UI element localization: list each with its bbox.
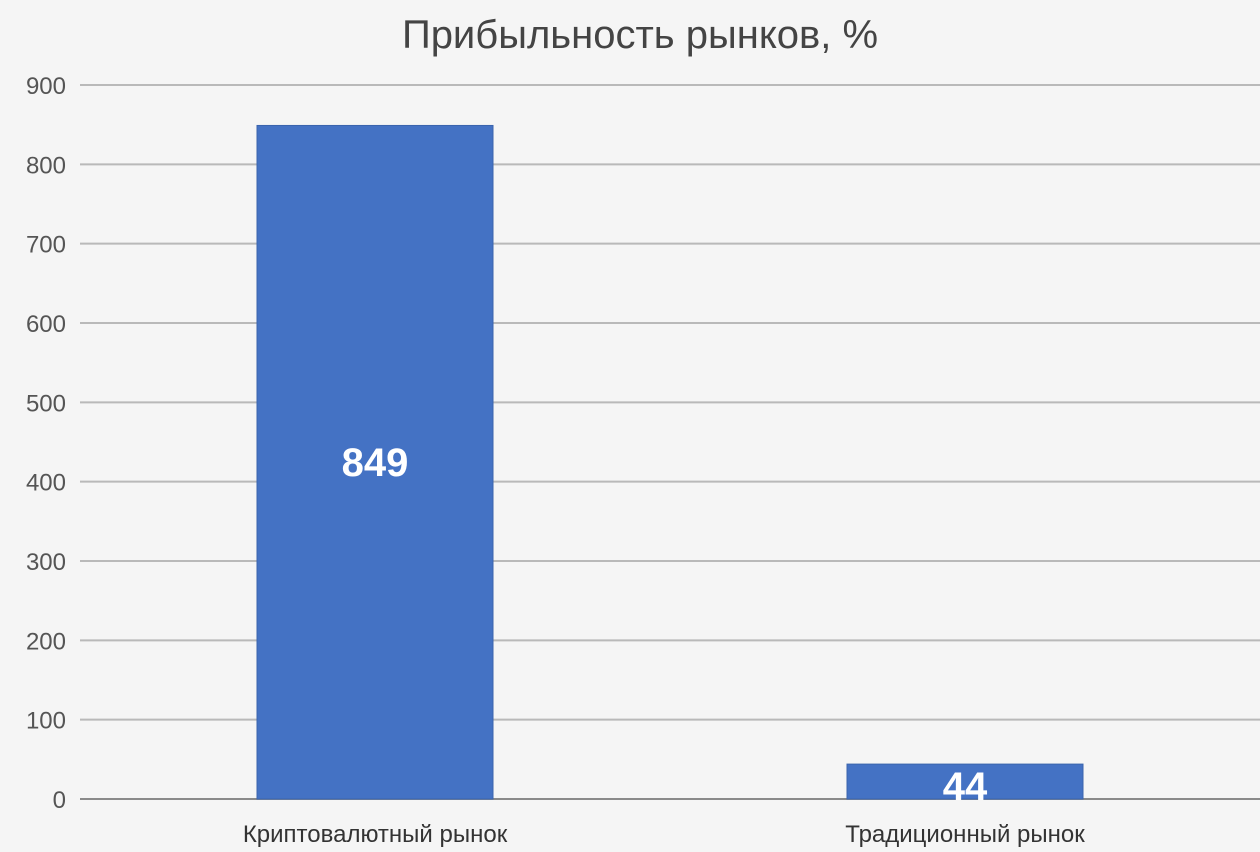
y-tick-label: 700 xyxy=(26,232,66,259)
bars xyxy=(256,124,1084,800)
y-tick-label: 200 xyxy=(26,628,66,655)
category-label: Криптовалютный рынок xyxy=(243,821,508,848)
y-tick-label: 500 xyxy=(26,390,66,417)
data-label: 849 xyxy=(342,441,409,485)
y-tick-label: 100 xyxy=(26,708,66,735)
y-axis-ticks: 0 100 200 300 400 500 600 700 800 900 xyxy=(26,73,66,814)
y-tick-label: 400 xyxy=(26,470,66,497)
category-label: Традиционный рынок xyxy=(845,821,1085,848)
chart-title: Прибыльность рынков, % xyxy=(402,13,878,57)
y-tick-label: 300 xyxy=(26,549,66,576)
y-tick-label: 900 xyxy=(26,73,66,100)
y-tick-label: 600 xyxy=(26,311,66,338)
y-tick-label: 800 xyxy=(26,152,66,179)
data-labels: 849 44 xyxy=(342,441,988,809)
bar xyxy=(256,124,494,800)
y-tick-label: 0 xyxy=(53,787,66,814)
data-label: 44 xyxy=(943,765,988,809)
x-axis-categories: Криптовалютный рынок Традиционный рынок xyxy=(243,821,1085,848)
bar xyxy=(846,763,1084,800)
